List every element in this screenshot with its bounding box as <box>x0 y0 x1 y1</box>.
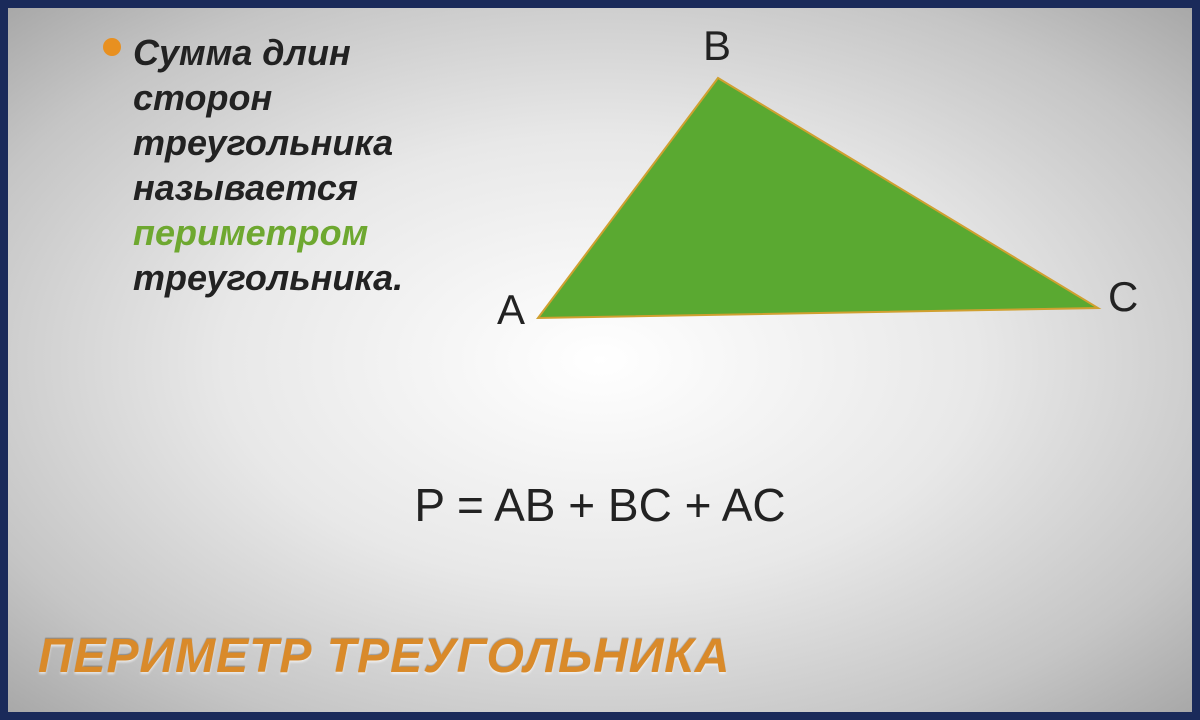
def-highlight: периметром <box>133 212 368 253</box>
def-line3: треугольника <box>133 122 393 163</box>
def-line4: называется <box>133 167 358 208</box>
vertex-label-c: C <box>1108 273 1138 321</box>
def-line2: сторон <box>133 77 272 118</box>
vertex-label-a: A <box>497 286 525 334</box>
def-line6: треугольника. <box>133 257 403 298</box>
slide-container: Сумма длин сторон треугольника называетс… <box>8 8 1192 712</box>
triangle-svg <box>478 28 1138 368</box>
triangle-diagram: B A C <box>478 28 1138 368</box>
definition-text: Сумма длин сторон треугольника называетс… <box>133 30 443 300</box>
vertex-label-b: B <box>703 22 731 70</box>
perimeter-formula: P = AB + BC + AC <box>8 478 1192 532</box>
def-line1: Сумма длин <box>133 32 351 73</box>
triangle-shape <box>538 78 1098 318</box>
slide-title: ПЕРИМЕТР ТРЕУГОЛЬНИКА <box>38 629 730 684</box>
bullet-icon <box>103 38 121 56</box>
